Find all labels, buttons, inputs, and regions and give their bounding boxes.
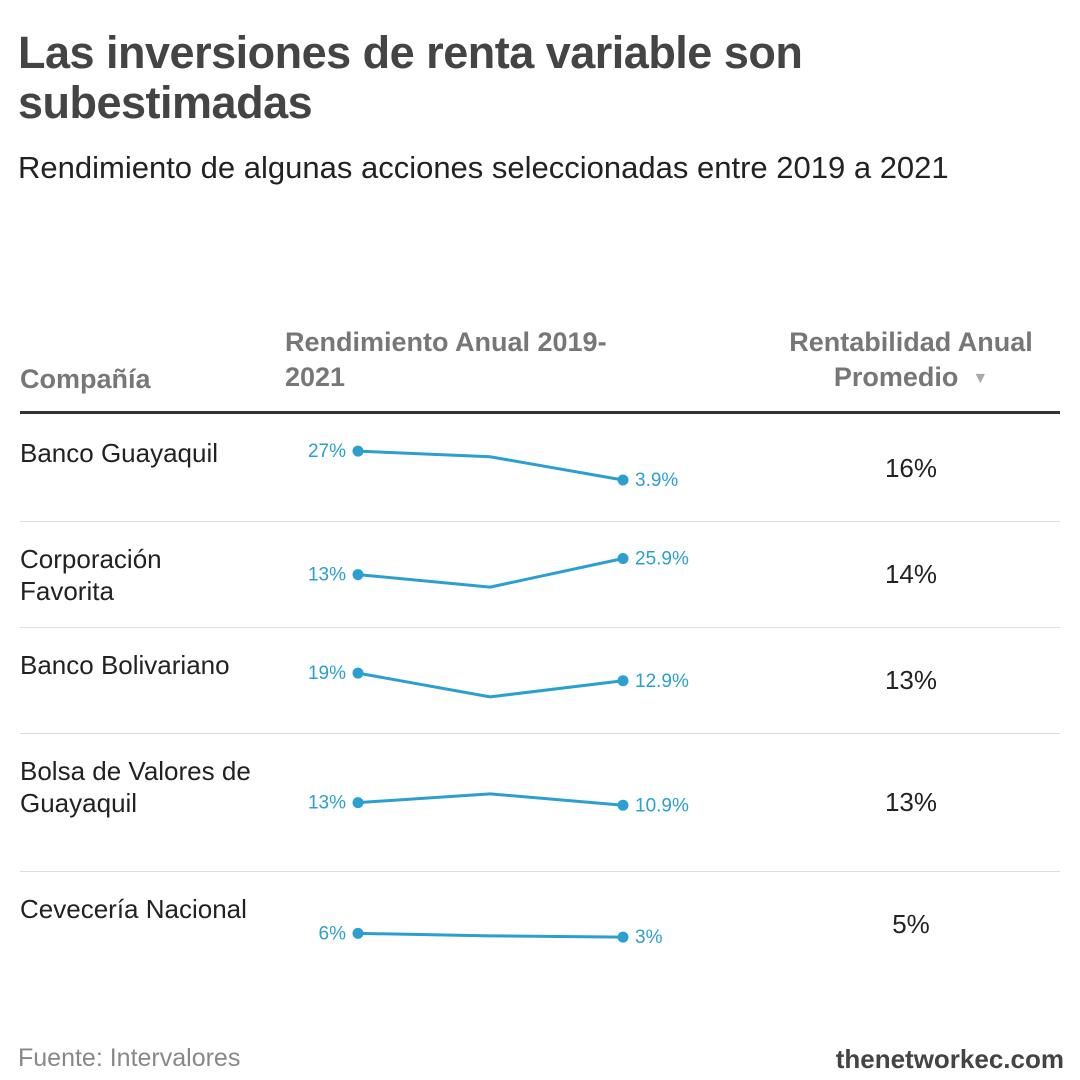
- start-value-label: 13%: [308, 793, 346, 814]
- end-value-label: 10.9%: [635, 795, 689, 816]
- brand-link[interactable]: thenetworkec.com: [835, 1044, 1064, 1074]
- company-name: Corporación Favorita: [20, 544, 162, 606]
- end-value-label: 3%: [635, 927, 663, 948]
- company-name: Bolsa de Valores de Guayaquil: [20, 756, 251, 818]
- average-return-value: 14%: [884, 559, 938, 589]
- sparkline: [357, 671, 624, 699]
- column-header-average[interactable]: Rentabilidad Anual Promedio ▼: [770, 325, 1052, 396]
- column-header-company[interactable]: Compañía: [20, 364, 151, 394]
- column-header-trend[interactable]: Rendimiento Anual 2019-2021: [285, 327, 607, 392]
- source-note: Fuente: Intervalores: [18, 1044, 241, 1072]
- row-separator: [20, 871, 1060, 872]
- end-value-label: 12.9%: [635, 671, 689, 692]
- row-separator: [20, 733, 1060, 734]
- start-point[interactable]: [352, 927, 364, 939]
- row-separator: [20, 521, 1060, 522]
- sparkline: [357, 557, 624, 589]
- end-point[interactable]: [617, 675, 629, 687]
- start-value-label: 27%: [308, 441, 346, 462]
- start-point[interactable]: [352, 667, 364, 679]
- sparkline: [357, 449, 624, 482]
- start-point[interactable]: [352, 797, 364, 809]
- column-header-average-label: Rentabilidad Anual Promedio: [789, 327, 1033, 392]
- start-point[interactable]: [352, 569, 364, 581]
- sort-descending-icon[interactable]: ▼: [972, 370, 989, 388]
- average-return-value: 16%: [884, 453, 938, 483]
- end-value-label: 3.9%: [635, 470, 678, 491]
- chart-title: Las inversiones de renta variable son su…: [18, 27, 803, 128]
- end-value-label: 25.9%: [635, 549, 689, 570]
- start-point[interactable]: [352, 445, 364, 457]
- end-point[interactable]: [617, 474, 629, 486]
- company-name: Banco Bolivariano: [20, 650, 230, 680]
- chart-subtitle: Rendimiento de algunas acciones seleccio…: [18, 150, 949, 185]
- start-value-label: 19%: [308, 663, 346, 684]
- company-name: Cevecería Nacional: [20, 894, 247, 924]
- sparkline: [357, 792, 624, 807]
- end-point[interactable]: [617, 799, 629, 811]
- start-value-label: 13%: [308, 565, 346, 586]
- average-return-value: 13%: [884, 665, 938, 695]
- start-value-label: 6%: [319, 923, 347, 944]
- end-point[interactable]: [617, 553, 629, 564]
- header-rule: [20, 411, 1060, 414]
- average-return-value: 13%: [884, 787, 938, 817]
- end-point[interactable]: [617, 931, 629, 943]
- row-separator: [20, 627, 1060, 628]
- company-name: Banco Guayaquil: [20, 438, 219, 468]
- sparkline: [357, 931, 624, 939]
- average-return-value: 5%: [892, 909, 930, 939]
